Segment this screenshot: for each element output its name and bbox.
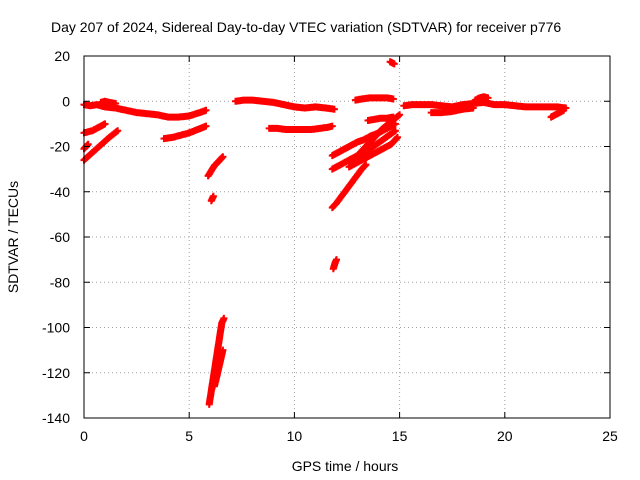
y-tick-label: -80	[50, 274, 70, 290]
series-markers	[400, 98, 570, 112]
data-markers	[80, 58, 570, 408]
axis-ticks: 0 5 10 15 20 25 20 0 -20 -40 -60 -80 -100 -120 -140	[42, 48, 618, 444]
series-arc-22	[400, 98, 570, 112]
series-markers	[265, 122, 336, 133]
y-tick-label: 0	[62, 93, 70, 109]
series-arc-11	[232, 96, 338, 113]
series-markers	[364, 113, 397, 124]
series-arc-7	[204, 153, 227, 180]
series-markers	[205, 314, 228, 408]
series-markers	[160, 122, 210, 143]
y-tick-label: 20	[54, 48, 70, 64]
series-markers	[345, 133, 401, 171]
y-tick-label: -100	[42, 320, 70, 336]
y-tick-label: -20	[50, 139, 70, 155]
series-arc-10	[210, 346, 227, 390]
series-markers	[351, 94, 397, 104]
series-markers	[204, 153, 227, 180]
series-markers	[427, 104, 477, 117]
series-markers	[471, 93, 492, 104]
series-arc-21	[386, 58, 398, 68]
series-markers	[210, 346, 227, 390]
series-arc-23	[427, 104, 477, 117]
y-tick-label: -40	[50, 184, 70, 200]
y-tick-label: -120	[42, 365, 70, 381]
series-arc-24	[471, 93, 492, 104]
x-tick-label: 20	[497, 428, 513, 444]
series-markers	[547, 106, 568, 121]
series-arc-5	[97, 97, 120, 107]
series-arc-25	[547, 106, 568, 121]
chart-title: Day 207 of 2024, Sidereal Day-to-day VTE…	[51, 19, 561, 35]
series-arc-16	[329, 256, 340, 273]
y-tick-label: -140	[42, 410, 70, 426]
series-arc-20	[351, 94, 397, 104]
y-axis-label: SDTVAR / TECUs	[5, 181, 21, 293]
series-arc-15	[328, 161, 370, 212]
series-arc-6	[160, 122, 210, 143]
series-arc-2	[80, 120, 109, 137]
x-tick-label: 5	[185, 428, 193, 444]
x-tick-label: 25	[602, 428, 618, 444]
series-arc-12	[265, 122, 336, 133]
x-axis-label: GPS time / hours	[292, 458, 399, 474]
series-arc-19	[364, 113, 397, 124]
series-markers	[97, 97, 120, 107]
x-tick-label: 15	[392, 428, 408, 444]
series-markers	[328, 161, 370, 212]
series-markers	[80, 120, 109, 137]
series-markers	[207, 192, 217, 205]
series-arc-17	[345, 133, 401, 171]
series-markers	[232, 96, 338, 113]
series-arc-9	[205, 314, 228, 408]
series-arc-8	[207, 192, 217, 205]
y-tick-label: -60	[50, 229, 70, 245]
series-markers	[329, 256, 340, 273]
series-markers	[386, 58, 398, 68]
x-tick-label: 10	[287, 428, 303, 444]
x-tick-label: 0	[80, 428, 88, 444]
